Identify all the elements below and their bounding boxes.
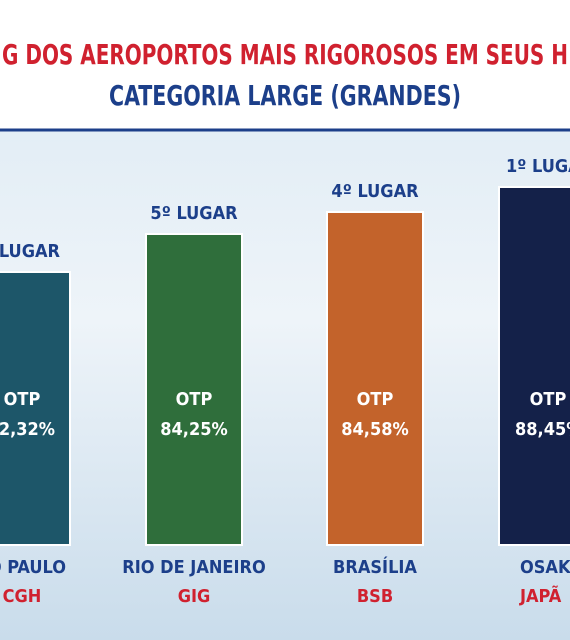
city: RIO DE JANEIRO [122, 557, 265, 578]
otp-value: 84,25% [160, 419, 227, 440]
city: O PAULO [0, 557, 66, 578]
airport-code: BSB [357, 586, 393, 607]
place: 5º LUGAR [150, 203, 238, 224]
title: G DOS AEROPORTOS MAIS RIGOROSOS EM SEUS … [2, 38, 568, 71]
otp-value: 2,32% [0, 419, 55, 440]
city: BRASÍLIA [333, 556, 417, 578]
otp-label: OTP [357, 389, 394, 410]
header-band [0, 0, 570, 130]
subtitle: CATEGORIA LARGE (GRANDES) [109, 79, 461, 112]
otp-label: OTP [530, 389, 567, 410]
place: LUGAR [0, 241, 61, 262]
place: 1º LUGA [506, 156, 570, 177]
otp-value: 88,45% [515, 419, 570, 440]
airport-code: JAPÃ [519, 584, 562, 607]
place: 4º LUGAR [331, 181, 419, 202]
otp-label: OTP [4, 389, 41, 410]
airport-code: GIG [178, 586, 211, 607]
city: OSAKA [520, 557, 570, 578]
otp-value: 84,58% [341, 419, 408, 440]
bar [498, 186, 570, 546]
bar [0, 271, 71, 546]
bar [326, 211, 424, 546]
bar [145, 233, 243, 546]
otp-label: OTP [176, 389, 213, 410]
airport-code: CGH [3, 586, 42, 607]
